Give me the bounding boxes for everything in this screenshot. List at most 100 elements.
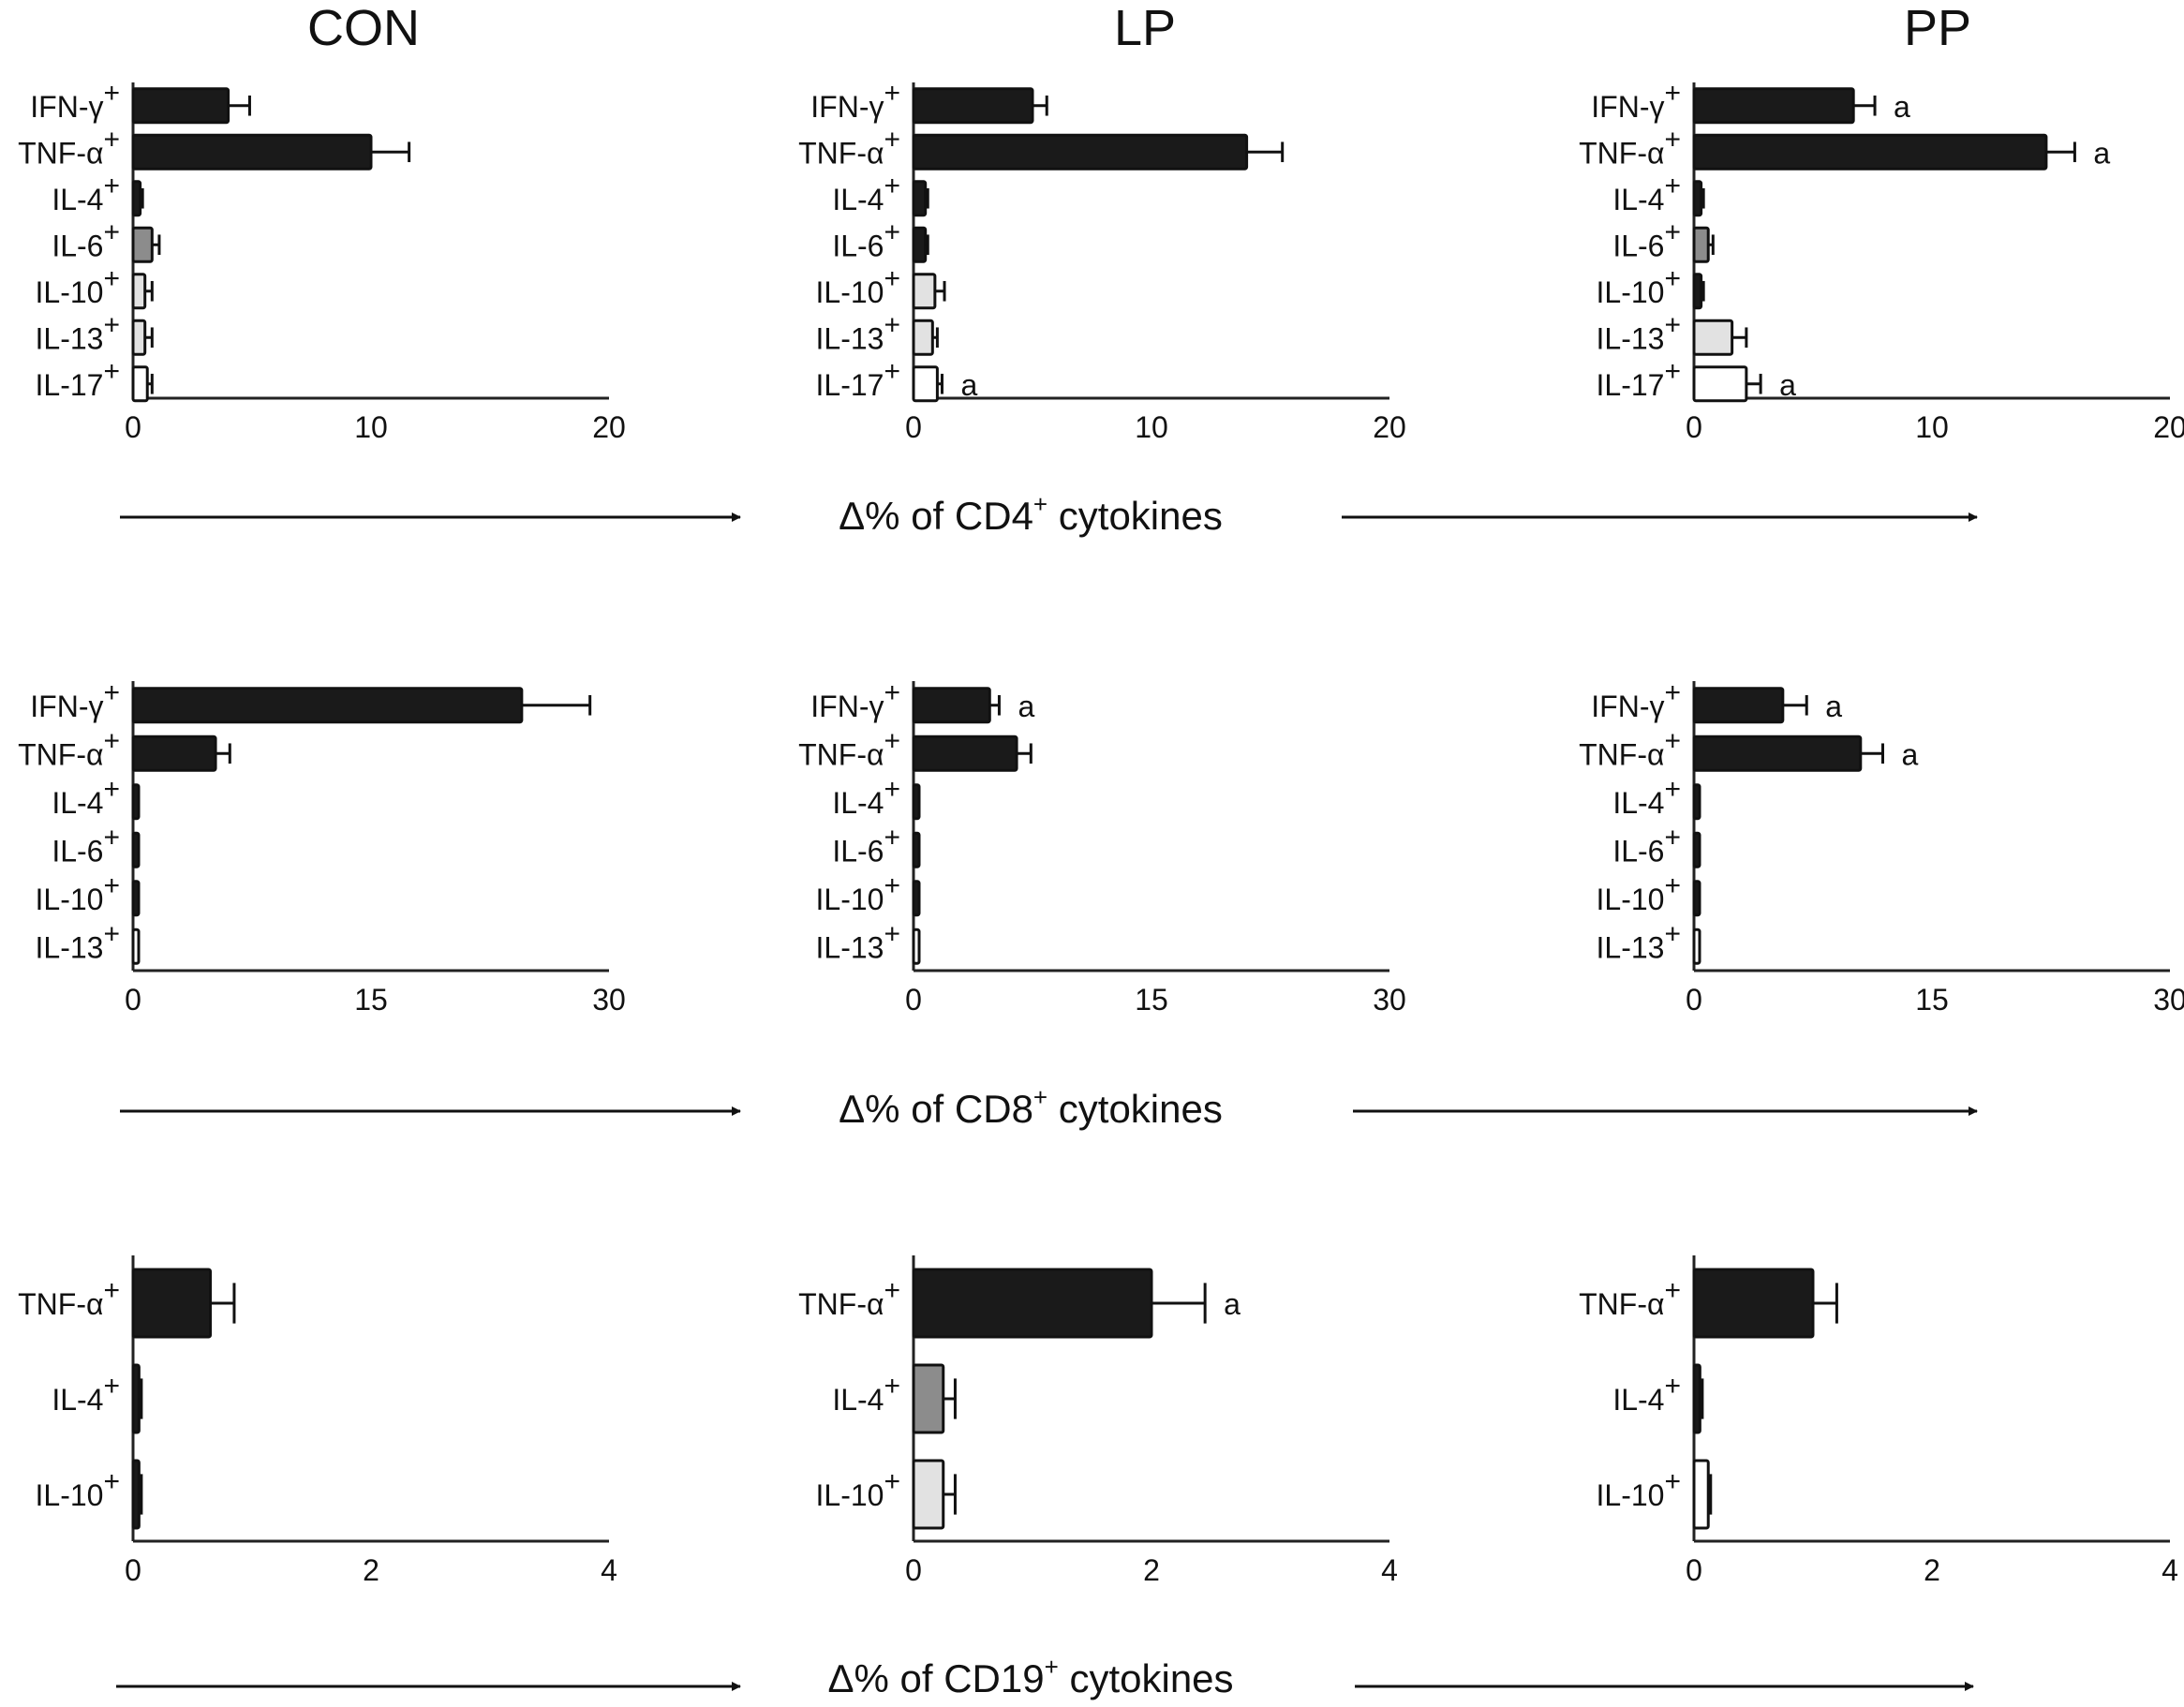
bar — [131, 319, 147, 356]
bar — [912, 783, 921, 821]
category-label: IL-17+ — [1597, 356, 1681, 402]
bar — [1692, 831, 1701, 868]
category-label: IL-4+ — [832, 171, 900, 216]
significance-label: a — [1018, 690, 1034, 723]
bar — [912, 880, 921, 917]
x-tick-label: 0 — [905, 410, 922, 444]
bar — [1692, 687, 1785, 724]
bar — [131, 1459, 141, 1530]
x-tick-label: 0 — [1686, 983, 1702, 1017]
panel-cd19-lp: 0 2 4 TNF-α+ a IL-4+ IL-10+ — [798, 1255, 1398, 1587]
bar — [1692, 1459, 1710, 1530]
x-tick-label: 4 — [2162, 1553, 2178, 1587]
category-label: IL-6+ — [832, 822, 900, 868]
x-tick-label: 15 — [354, 983, 388, 1017]
category-label: IL-10+ — [36, 1466, 120, 1512]
bar — [131, 1363, 141, 1434]
x-tick-label: 0 — [125, 410, 141, 444]
x-tick-label: 15 — [1915, 983, 1949, 1017]
x-tick-label: 2 — [363, 1553, 379, 1587]
category-label: TNF-α+ — [798, 1275, 900, 1321]
bar — [131, 928, 141, 965]
category-label: IL-17+ — [816, 356, 900, 402]
category-label: IL-4+ — [1612, 1371, 1681, 1417]
category-label: IL-4+ — [52, 1371, 120, 1417]
category-label: IL-10+ — [1597, 870, 1681, 916]
bar — [131, 273, 147, 310]
category-label: IL-6+ — [1612, 216, 1681, 262]
bar — [131, 1268, 213, 1339]
bar — [131, 180, 142, 217]
x-tick-label: 0 — [125, 1553, 141, 1587]
category-label: IFN-γ+ — [810, 78, 900, 124]
x-tick-label: 10 — [1135, 410, 1168, 444]
x-tick-label: 20 — [592, 410, 626, 444]
x-tick-label: 2 — [1143, 1553, 1160, 1587]
bar — [912, 273, 937, 310]
bar — [1692, 735, 1863, 772]
x-tick-label: 0 — [905, 1553, 922, 1587]
panel-cd8-con: 0 15 30 IFN-γ+TNF-α+IL-4+IL-6+IL-10+IL-13+ — [18, 677, 626, 1017]
significance-label: a — [1894, 90, 1910, 124]
row-label-text-cd19: Δ% of CD19+ cytokines — [827, 1653, 1233, 1700]
category-label: IL-4+ — [1612, 171, 1681, 216]
panel-cd19-pp: 0 2 4 TNF-α+ IL-4+ IL-10+ — [1579, 1255, 2178, 1587]
panel-cd19-con: 0 2 4 TNF-α+ IL-4+ IL-10+ — [18, 1255, 617, 1587]
bar — [912, 180, 928, 217]
row-label-text-cd8: Δ% of CD8+ cytokines — [839, 1083, 1223, 1131]
bar — [1692, 87, 1855, 125]
category-label: TNF-α+ — [798, 725, 900, 771]
x-tick-label: 0 — [1686, 410, 1702, 444]
category-label: TNF-α+ — [18, 725, 120, 771]
bar — [912, 365, 939, 403]
category-label: IFN-γ+ — [1591, 78, 1681, 124]
panel-cd4-lp: 0 10 20 IFN-γ+TNF-α+IL-4+IL-6+IL-10+IL-13+I… — [798, 78, 1406, 444]
panel-cd4-con: 0 10 20 IFN-γ+TNF-α+IL-4+IL-6+IL-10+IL-13+I… — [18, 78, 626, 444]
category-label: IL-10+ — [816, 1466, 900, 1512]
bar — [1692, 273, 1703, 310]
x-tick-label: 4 — [601, 1553, 617, 1587]
category-label: TNF-α+ — [1579, 725, 1681, 771]
chart-panels: 0 10 20IFN-γ+TNF-α+IL-4+IL-6+IL-10+IL-13+I… — [18, 78, 2184, 1587]
bar — [912, 1268, 1153, 1339]
x-tick-label: 2 — [1924, 1553, 1940, 1587]
bar — [912, 928, 921, 965]
bar — [912, 1459, 945, 1530]
bar — [131, 365, 149, 403]
category-label: IL-4+ — [832, 1371, 900, 1417]
bar — [1692, 880, 1701, 917]
bar — [1692, 1268, 1815, 1339]
column-title-lp: LP — [1114, 0, 1176, 56]
bar — [912, 87, 1034, 125]
row-label-cd19: Δ% of CD19+ cytokines — [116, 1653, 1974, 1700]
category-label: IFN-γ+ — [30, 78, 120, 124]
category-label: IL-6+ — [52, 216, 120, 262]
significance-label: a — [1902, 737, 1919, 771]
category-label: IL-6+ — [52, 822, 120, 868]
bar — [912, 319, 934, 356]
category-label: IL-13+ — [1597, 309, 1681, 355]
bar — [912, 226, 928, 263]
category-label: IL-4+ — [52, 774, 120, 820]
bar — [912, 133, 1249, 171]
bar — [1692, 928, 1701, 965]
bar — [131, 226, 154, 263]
category-label: IL-13+ — [1597, 918, 1681, 964]
x-tick-label: 10 — [1915, 410, 1949, 444]
category-label: IL-10+ — [36, 263, 120, 309]
category-label: IFN-γ+ — [1591, 677, 1681, 723]
x-tick-label: 20 — [1373, 410, 1406, 444]
category-label: IL-13+ — [816, 309, 900, 355]
bar — [131, 133, 373, 171]
category-label: TNF-α+ — [798, 124, 900, 170]
category-label: TNF-α+ — [1579, 1275, 1681, 1321]
x-tick-label: 10 — [354, 410, 388, 444]
column-title-con: CON — [307, 0, 420, 56]
category-label: IFN-γ+ — [810, 677, 900, 723]
panel-cd8-lp: 0 15 30 IFN-γ+ a TNF-α+IL-4+IL-6+IL-10+IL-13+ — [798, 677, 1406, 1017]
bar — [131, 831, 141, 868]
category-label: IL-13+ — [816, 918, 900, 964]
category-label: IL-10+ — [816, 263, 900, 309]
bar — [131, 783, 141, 821]
